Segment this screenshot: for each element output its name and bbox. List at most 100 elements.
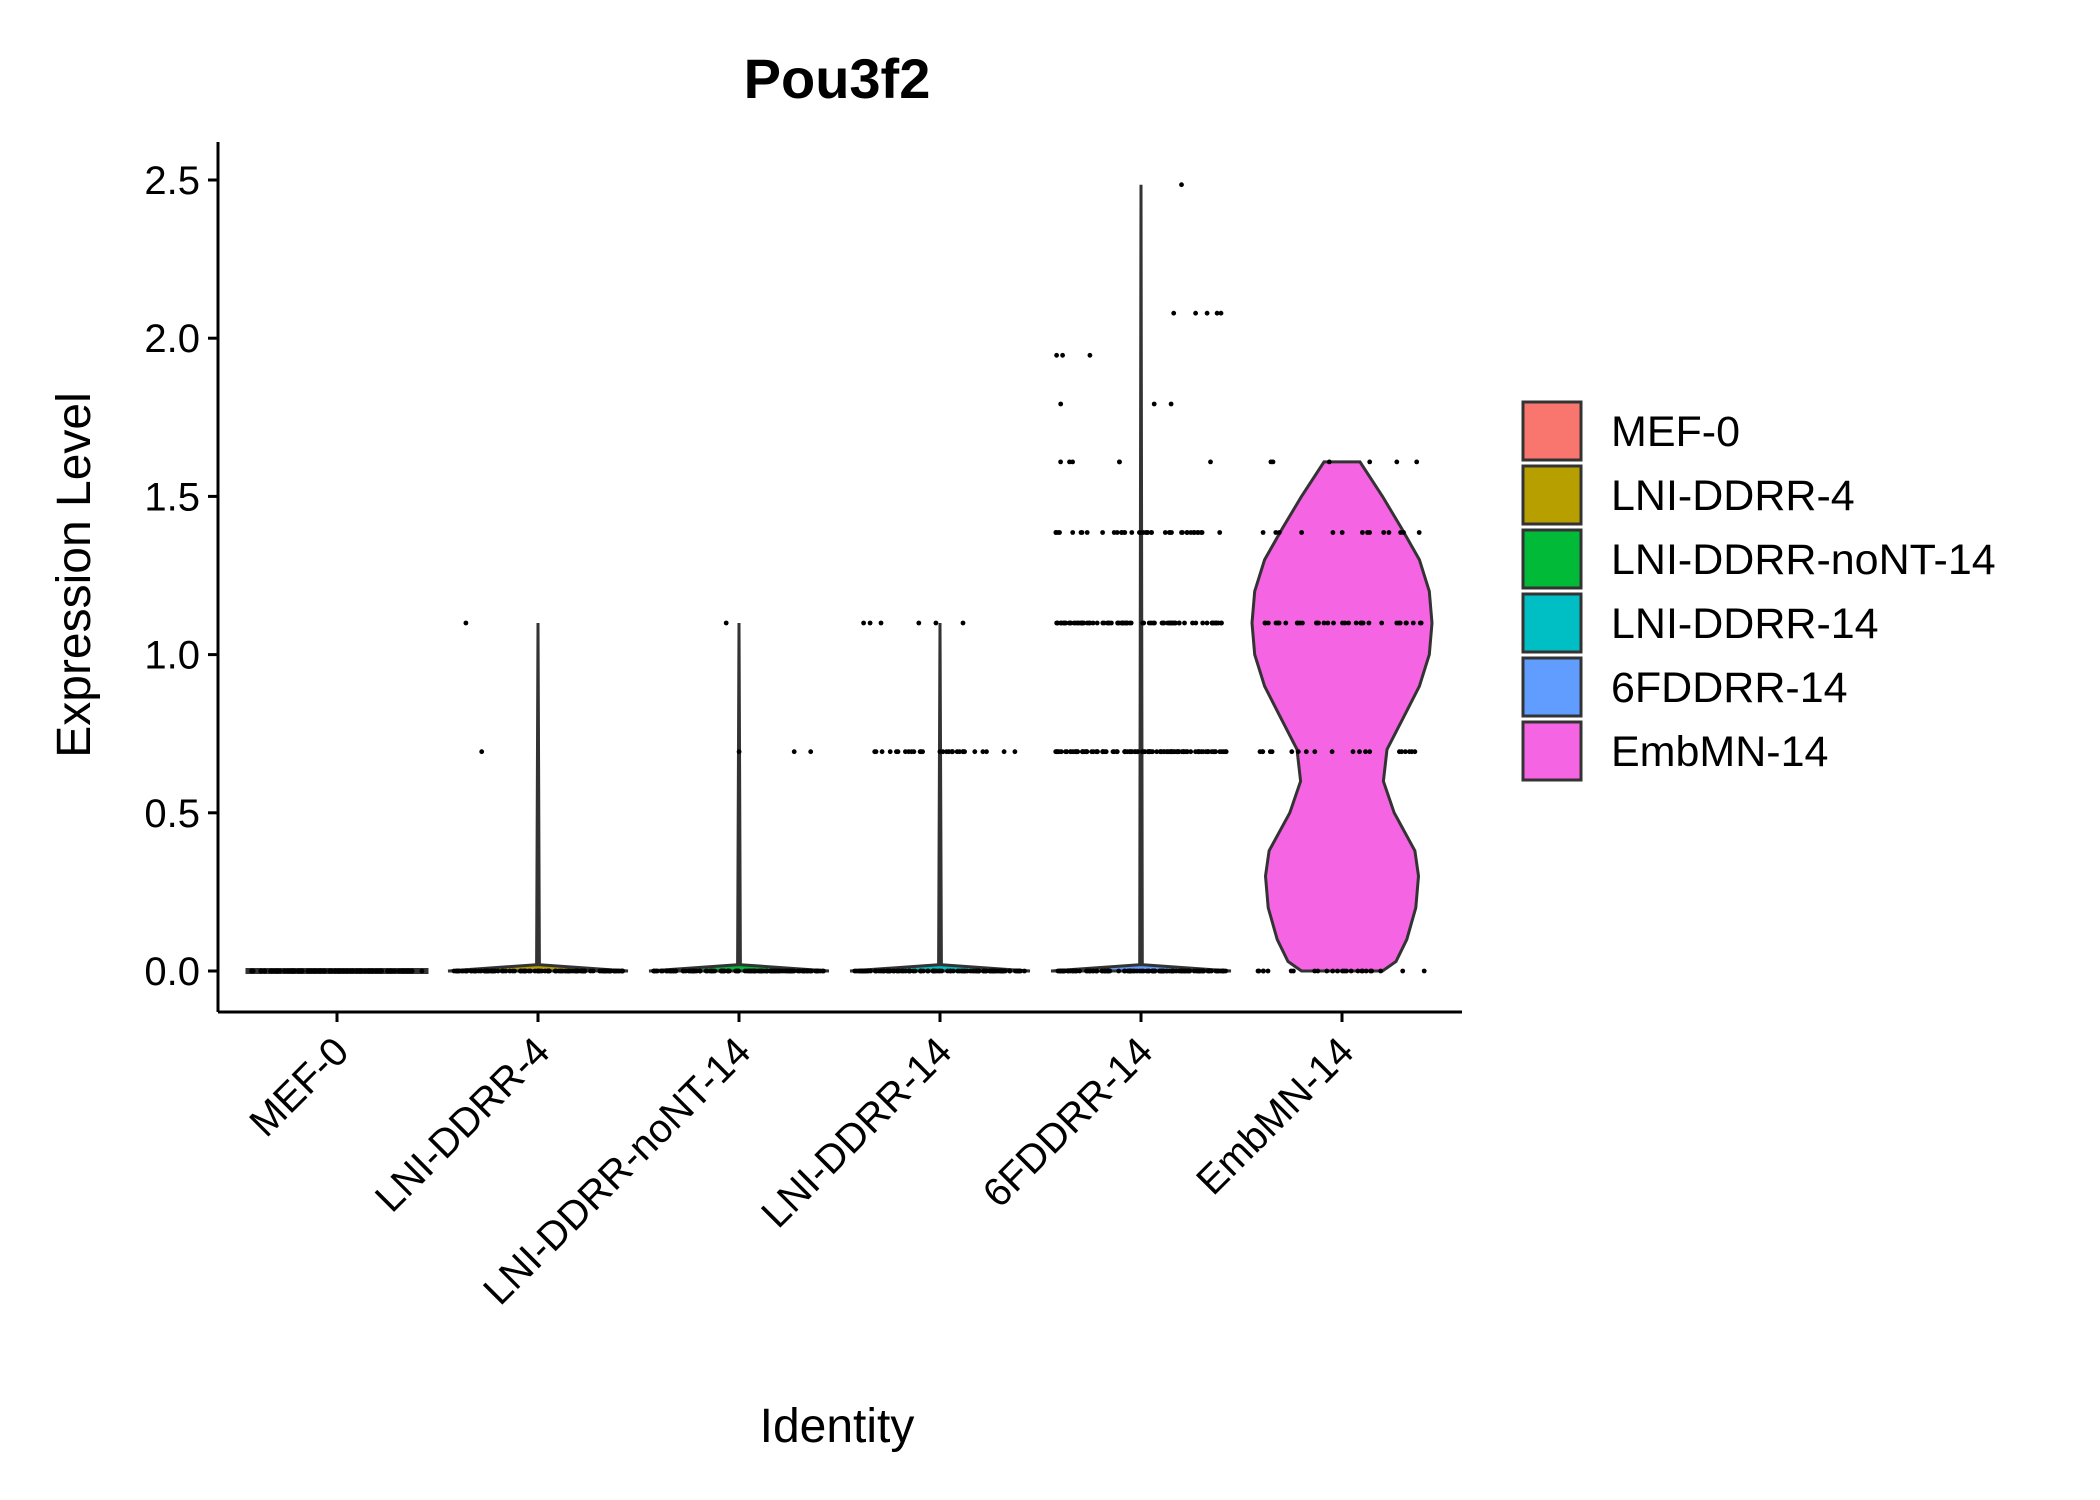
data-point <box>1022 968 1027 974</box>
data-point <box>1094 620 1100 626</box>
data-point <box>1193 310 1198 316</box>
data-point <box>972 749 978 755</box>
legend-key-6FDDRR-14 <box>1521 656 1583 718</box>
data-point <box>1176 620 1182 626</box>
data-point <box>599 968 604 974</box>
data-point <box>258 968 264 974</box>
data-point <box>1414 459 1420 465</box>
data-point <box>1154 749 1160 755</box>
data-point <box>1204 310 1210 316</box>
data-point <box>1331 620 1336 626</box>
data-point <box>669 968 674 974</box>
data-point <box>1084 749 1090 755</box>
data-point <box>1340 620 1345 626</box>
data-point <box>1175 749 1180 755</box>
data-point <box>1159 968 1165 974</box>
data-point <box>1421 968 1427 974</box>
data-point <box>309 968 314 974</box>
data-point <box>1335 968 1340 974</box>
data-point <box>962 749 967 755</box>
data-point <box>1283 620 1289 626</box>
data-point <box>463 620 469 626</box>
data-point <box>1148 620 1154 626</box>
data-point <box>861 620 866 626</box>
data-point <box>734 968 740 974</box>
data-point <box>362 968 368 974</box>
data-point <box>1012 749 1018 755</box>
legend-key-LNI-DDRR-14 <box>1521 592 1583 654</box>
data-point <box>856 968 861 974</box>
data-point <box>1054 352 1059 358</box>
data-point <box>865 968 871 974</box>
data-point <box>1316 620 1321 626</box>
data-point <box>1223 749 1229 755</box>
data-point <box>1217 530 1223 535</box>
data-point <box>1367 459 1373 465</box>
x-axis-title: Identity <box>760 1400 915 1453</box>
data-point <box>1067 620 1073 626</box>
data-point <box>982 968 987 974</box>
data-point <box>1400 968 1406 974</box>
data-point <box>1135 749 1141 755</box>
data-point <box>887 968 893 974</box>
data-point <box>973 968 979 974</box>
data-point <box>1276 620 1282 626</box>
data-point <box>801 968 806 974</box>
x-axis-ticks: MEF-0 LNI-DDRR-4LNI-DDRR-noNT-14LNI-DDRR-… <box>241 1012 1362 1313</box>
x-tick-label: LNI-DDRR-4 <box>367 1029 558 1220</box>
y-tick-label: 2.5 <box>144 159 200 203</box>
data-point <box>1199 530 1205 535</box>
data-point <box>949 749 955 755</box>
data-point <box>1348 968 1354 974</box>
data-point <box>1150 968 1155 974</box>
data-point <box>937 749 943 755</box>
data-point <box>345 968 350 974</box>
data-point <box>1163 749 1169 755</box>
data-point <box>1001 749 1007 755</box>
data-point <box>1210 620 1215 626</box>
data-point <box>1063 749 1068 755</box>
data-point <box>911 749 917 755</box>
data-point <box>1198 749 1204 755</box>
data-point <box>879 749 885 755</box>
data-point <box>1087 620 1093 626</box>
chart-title: Pou3f2 <box>744 47 931 110</box>
data-point <box>1171 310 1177 316</box>
data-point <box>1157 749 1163 755</box>
data-point <box>1359 968 1365 974</box>
data-point <box>1139 968 1145 974</box>
data-point <box>1084 530 1090 535</box>
data-point <box>758 968 764 974</box>
data-point <box>1295 749 1301 755</box>
data-point <box>318 968 324 974</box>
data-point <box>1070 530 1076 535</box>
data-point <box>1182 620 1187 626</box>
data-point <box>653 968 659 974</box>
data-point <box>1138 530 1143 535</box>
data-point <box>1087 352 1093 358</box>
data-point <box>925 968 930 974</box>
data-point <box>1091 968 1096 974</box>
data-point <box>1109 620 1114 626</box>
legend-label: LNI-DDRR-noNT-14 <box>1611 536 1996 584</box>
data-point <box>1330 530 1336 535</box>
data-point <box>305 968 311 974</box>
data-point <box>948 968 954 974</box>
data-point <box>980 749 986 755</box>
y-tick-label: 1.5 <box>144 475 200 519</box>
data-point <box>486 968 491 974</box>
data-point <box>703 968 709 974</box>
data-point <box>296 968 301 974</box>
violin-EmbMN-14 <box>1250 460 1434 973</box>
data-point <box>660 968 665 974</box>
data-point <box>1058 459 1063 465</box>
data-point <box>880 968 885 974</box>
data-point <box>389 968 394 974</box>
data-point <box>697 968 703 974</box>
data-point <box>1326 459 1332 465</box>
legend-key-LNI-DDRR-4 <box>1521 464 1583 526</box>
data-point <box>1262 620 1268 626</box>
data-point <box>269 968 275 974</box>
data-point <box>1162 530 1168 535</box>
data-point <box>460 968 466 974</box>
